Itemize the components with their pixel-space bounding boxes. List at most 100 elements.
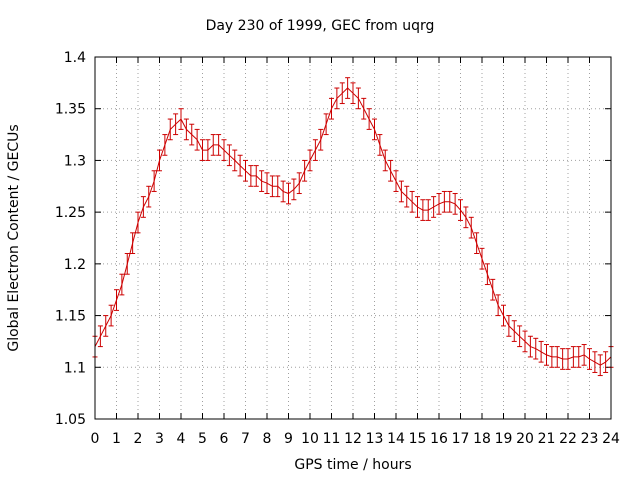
data-point — [527, 335, 533, 358]
data-point — [565, 348, 571, 370]
data-point — [592, 351, 598, 373]
data-point — [97, 325, 103, 348]
data-point — [130, 232, 136, 255]
x-tick-label: 23 — [581, 431, 599, 447]
data-point — [468, 216, 474, 239]
data-point — [495, 294, 501, 317]
data-point — [162, 134, 168, 156]
x-tick-label: 5 — [198, 431, 207, 447]
data-point — [409, 190, 415, 213]
y-tick-label: 1.1 — [64, 360, 86, 376]
data-point — [307, 149, 313, 172]
data-point — [237, 154, 243, 177]
x-tick-label: 6 — [220, 431, 229, 447]
chart-title: Day 230 of 1999, GEC from uqrg — [205, 18, 435, 34]
data-point — [135, 211, 141, 234]
x-tick-label: 13 — [366, 431, 384, 447]
y-tick-label: 1.15 — [55, 309, 86, 325]
data-point — [302, 159, 308, 182]
y-tick-label: 1.25 — [55, 205, 86, 221]
data-point — [103, 315, 109, 337]
data-point — [275, 175, 281, 198]
data-point — [108, 304, 114, 327]
data-point — [463, 206, 469, 229]
data-point — [576, 346, 582, 368]
data-point — [366, 108, 372, 130]
data-point — [581, 344, 587, 366]
data-point — [243, 159, 248, 182]
data-point — [291, 178, 297, 201]
data-point — [517, 325, 523, 348]
data-point — [603, 351, 609, 373]
data-point — [253, 165, 259, 187]
data-point — [221, 139, 227, 161]
data-point — [210, 134, 216, 156]
x-tick-label: 16 — [430, 431, 448, 447]
data-point — [361, 97, 367, 120]
data-point — [189, 123, 195, 146]
data-point — [178, 108, 184, 130]
data-point — [587, 348, 592, 370]
y-tick-label: 1.05 — [55, 412, 86, 428]
data-point — [382, 149, 388, 172]
data-point — [522, 330, 528, 353]
x-tick-label: 7 — [241, 431, 250, 447]
data-point — [232, 149, 238, 172]
x-tick-label: 2 — [134, 431, 143, 447]
data-point — [441, 190, 447, 213]
x-tick-label: 9 — [284, 431, 293, 447]
data-point — [511, 320, 517, 342]
data-point — [458, 199, 463, 221]
data-point — [533, 337, 539, 360]
data-point — [280, 180, 286, 203]
data-point — [216, 134, 222, 156]
data-point — [393, 170, 399, 192]
data-point — [479, 247, 485, 270]
data-point — [194, 128, 200, 151]
x-tick-label: 24 — [602, 431, 620, 447]
x-tick-label: 18 — [473, 431, 491, 447]
data-point — [264, 172, 270, 195]
data-point — [119, 273, 125, 296]
data-point — [345, 77, 351, 99]
data-point — [124, 253, 130, 275]
y-tick-label: 1.3 — [64, 153, 86, 169]
data-point — [490, 278, 496, 301]
x-tick-label: 14 — [387, 431, 405, 447]
data-point — [286, 182, 291, 205]
data-point — [248, 165, 254, 187]
data-point — [544, 344, 549, 366]
x-tick-label: 4 — [177, 431, 186, 447]
x-tick-label: 0 — [91, 431, 100, 447]
data-point — [205, 139, 211, 161]
data-point — [318, 128, 324, 151]
data-point — [157, 149, 162, 172]
y-axis-label: Global Electron Content / GECUs — [6, 124, 22, 352]
x-tick-label: 20 — [516, 431, 534, 447]
data-point — [501, 304, 506, 327]
x-tick-label: 8 — [263, 431, 272, 447]
data-point — [398, 180, 404, 203]
data-point — [377, 134, 383, 156]
y-tick-label: 1.2 — [64, 257, 86, 273]
data-point — [570, 346, 576, 368]
data-point — [173, 113, 179, 136]
data-point — [431, 196, 437, 218]
data-point — [447, 190, 453, 213]
data-point — [329, 97, 334, 120]
x-tick-label: 22 — [559, 431, 577, 447]
data-point — [436, 193, 442, 215]
data-point — [549, 346, 555, 368]
data-point — [474, 232, 480, 255]
data-point — [339, 82, 345, 105]
data-point — [597, 354, 603, 377]
plot-frame — [94, 56, 612, 420]
x-tick-label: 19 — [495, 431, 513, 447]
data-point — [259, 170, 265, 192]
axis-ticks: 0 1 2 3 4 5 6 7 8 9 10 11 12 13 14 15 16 17 18 19 20 21 22 23 24… — [55, 50, 620, 447]
x-tick-label: 17 — [452, 431, 470, 447]
data-point — [167, 118, 173, 141]
data-point — [388, 159, 394, 182]
data-point — [425, 199, 431, 221]
